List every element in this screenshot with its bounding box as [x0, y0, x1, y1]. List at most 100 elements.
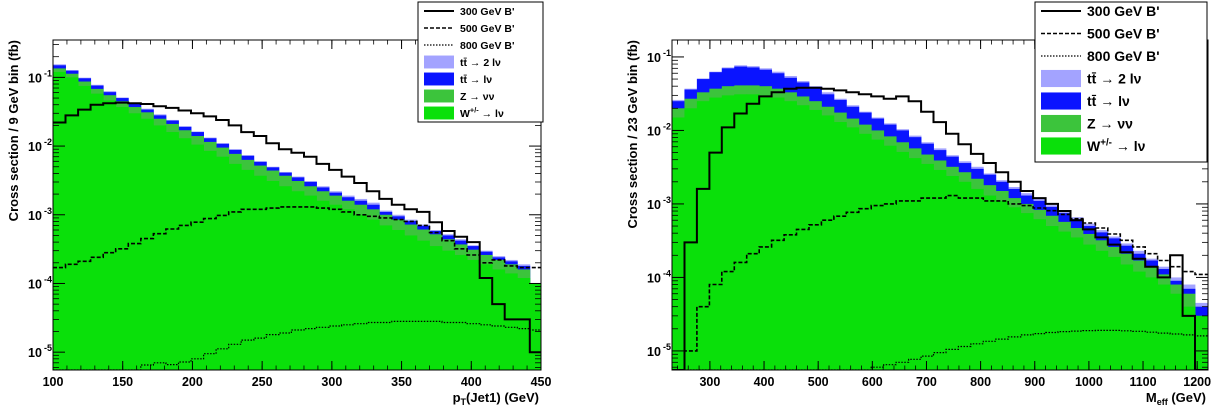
x-tick-label: 700 [916, 375, 937, 389]
y-tick-label: 10 [28, 277, 42, 291]
bar-w-lnu [165, 132, 179, 370]
x-tick-label: 1200 [1183, 375, 1211, 389]
chart-panel-1: 100 150 200 250 300 350 400 45010-510-410-310-2… [6, 1, 551, 407]
bar-w-lnu [203, 150, 217, 370]
bar-w-lnu [721, 95, 735, 370]
legend-label: W+/- → lν [1087, 137, 1146, 154]
bar-w-lnu [883, 145, 897, 370]
legend-entry-3: 800 GeV B' [424, 40, 514, 52]
legend-swatch [1041, 69, 1081, 88]
y-tick-exponent: -4 [44, 274, 52, 284]
y-tick-exponent: -2 [663, 121, 671, 131]
bar-w-lnu [391, 230, 405, 370]
legend-swatch [424, 55, 454, 69]
bar-w-lnu [921, 163, 934, 370]
bar-w-lnu [759, 95, 773, 370]
bar-w-lnu [709, 97, 723, 370]
bar-w-lnu [65, 77, 79, 370]
x-tick-label: 500 [808, 375, 829, 389]
y-tick-label: 10 [647, 271, 661, 285]
bar-w-lnu [228, 163, 242, 370]
legend-entry-3: 800 GeV B' [1041, 48, 1160, 64]
bar-w-lnu [178, 138, 192, 370]
y-axis: 10-510-410-310-210-1 [647, 48, 1208, 368]
y-tick-exponent: -1 [44, 68, 52, 78]
bar-w-lnu [672, 117, 685, 370]
bar-w-lnu [771, 97, 785, 370]
bar-w-lnu [983, 195, 997, 370]
bar-w-lnu [746, 94, 760, 370]
legend-entry-2: 500 GeV B' [424, 23, 514, 35]
x-axis-title: pT(Jet1) (GeV) [453, 390, 539, 407]
legend-label: 300 GeV B' [460, 6, 514, 18]
y-tick-label: 10 [647, 124, 661, 138]
bar-w-lnu [278, 186, 292, 370]
bar-w-lnu [945, 175, 959, 370]
legend-entry-4: tt̄ → 2 lν [424, 55, 501, 69]
bar-w-lnu [479, 264, 493, 370]
plot-area [672, 65, 1208, 370]
x-tick-label: 800 [970, 375, 991, 389]
bar-w-lnu [1070, 237, 1084, 370]
bar-w-lnu [241, 169, 255, 370]
legend-entry-1: 300 GeV B' [424, 6, 514, 18]
legend-entry-4: tt̄ → 2 lν [1041, 69, 1142, 88]
signal-line-3 [672, 329, 1208, 370]
y-axis-title: Cross section / 9 GeV bin (fb) [6, 40, 21, 221]
bar-w-lnu [78, 85, 92, 370]
bar-w-lnu [529, 283, 541, 370]
bar-w-lnu [1120, 264, 1134, 370]
y-tick-label: 10 [647, 198, 661, 212]
plot-area [53, 64, 541, 370]
signal-line-1 [53, 101, 541, 354]
signal-line-1 [672, 86, 1208, 370]
bar-w-lnu [216, 156, 230, 370]
bar-w-lnu [821, 115, 835, 370]
plot-frame [52, 39, 542, 371]
bar-w-lnu [1145, 277, 1159, 370]
legend-entry-5: tt̄ → lν [1041, 92, 1130, 110]
bar-w-lnu [442, 250, 455, 370]
x-tick-label: 900 [1024, 375, 1045, 389]
bar-w-lnu [696, 101, 710, 370]
legend-label: 800 GeV B' [1087, 48, 1160, 64]
x-tick-label: 150 [112, 375, 133, 389]
y-tick-exponent: -3 [44, 206, 52, 216]
x-tick-label: 100 [43, 375, 64, 389]
bar-w-lnu [140, 118, 154, 370]
legend-entry-6: Z → νν [1041, 114, 1133, 133]
bar-w-lnu [796, 105, 810, 370]
bar-w-lnu [1045, 226, 1059, 370]
bar-w-lnu [970, 188, 984, 370]
bar-w-lnu [734, 94, 748, 370]
legend-entry-7: W+/- → lν [424, 106, 504, 120]
bar-w-lnu [1195, 315, 1208, 370]
bar-w-lnu [1107, 256, 1121, 370]
signal-line-2 [672, 194, 1208, 370]
bar-w-lnu [1132, 271, 1146, 370]
x-tick-label: 200 [182, 375, 203, 389]
y-tick-label: 10 [28, 71, 42, 85]
x-tick-label: 350 [391, 375, 412, 389]
legend-label: tt̄ → 2 lν [1087, 70, 1142, 86]
bar-w-lnu [808, 109, 822, 370]
bar-w-lnu [379, 225, 393, 370]
bar-w-lnu [329, 204, 343, 370]
legend-entry-2: 500 GeV B' [1041, 26, 1160, 42]
legend-swatch [1041, 137, 1081, 155]
bar-w-lnu [191, 144, 204, 370]
legend-label: tt̄ → 2 lν [460, 57, 501, 69]
bar-w-lnu [316, 200, 330, 370]
legend: 300 GeV B' 500 GeV B' 800 GeV B' tt̄ → 2 lν… [417, 1, 544, 123]
legend-label: Z → νν [1087, 116, 1133, 132]
bar-w-lnu [908, 158, 922, 370]
bar-w-lnu [291, 191, 305, 370]
y-tick-label: 10 [647, 345, 661, 359]
y-tick-exponent: -5 [663, 342, 671, 352]
bar-w-lnu [467, 259, 481, 370]
bar-w-lnu [303, 195, 317, 370]
legend-swatch [424, 89, 454, 103]
bar-w-lnu [103, 100, 117, 370]
